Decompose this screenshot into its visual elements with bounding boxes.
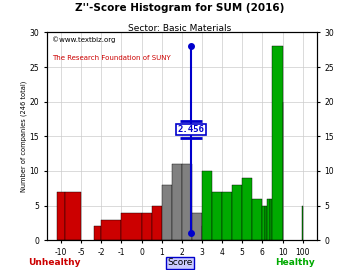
- Text: Unhealthy: Unhealthy: [28, 258, 80, 267]
- Bar: [202, 171, 212, 240]
- Bar: [273, 46, 283, 240]
- Text: Score: Score: [167, 258, 193, 267]
- Bar: [262, 206, 265, 240]
- Bar: [192, 212, 202, 240]
- Bar: [242, 178, 252, 240]
- Bar: [212, 192, 222, 240]
- Bar: [162, 185, 172, 240]
- Bar: [57, 192, 65, 240]
- Bar: [252, 199, 262, 240]
- Text: 2.456: 2.456: [177, 125, 204, 134]
- Bar: [152, 206, 162, 240]
- Bar: [101, 220, 121, 240]
- Bar: [232, 185, 242, 240]
- Bar: [202, 227, 212, 240]
- Bar: [267, 199, 270, 240]
- Bar: [182, 164, 192, 240]
- Text: Sector: Basic Materials: Sector: Basic Materials: [129, 24, 231, 33]
- Y-axis label: Number of companies (246 total): Number of companies (246 total): [20, 81, 27, 192]
- Bar: [121, 212, 141, 240]
- Bar: [222, 192, 232, 240]
- Bar: [94, 227, 101, 240]
- Bar: [172, 164, 182, 240]
- Bar: [270, 199, 273, 240]
- Text: Healthy: Healthy: [275, 258, 315, 267]
- Bar: [65, 192, 81, 240]
- Text: ©www.textbiz.org: ©www.textbiz.org: [52, 36, 116, 43]
- Bar: [265, 206, 267, 240]
- Bar: [141, 212, 152, 240]
- Text: The Research Foundation of SUNY: The Research Foundation of SUNY: [52, 55, 171, 61]
- Text: Z''-Score Histogram for SUM (2016): Z''-Score Histogram for SUM (2016): [75, 3, 285, 13]
